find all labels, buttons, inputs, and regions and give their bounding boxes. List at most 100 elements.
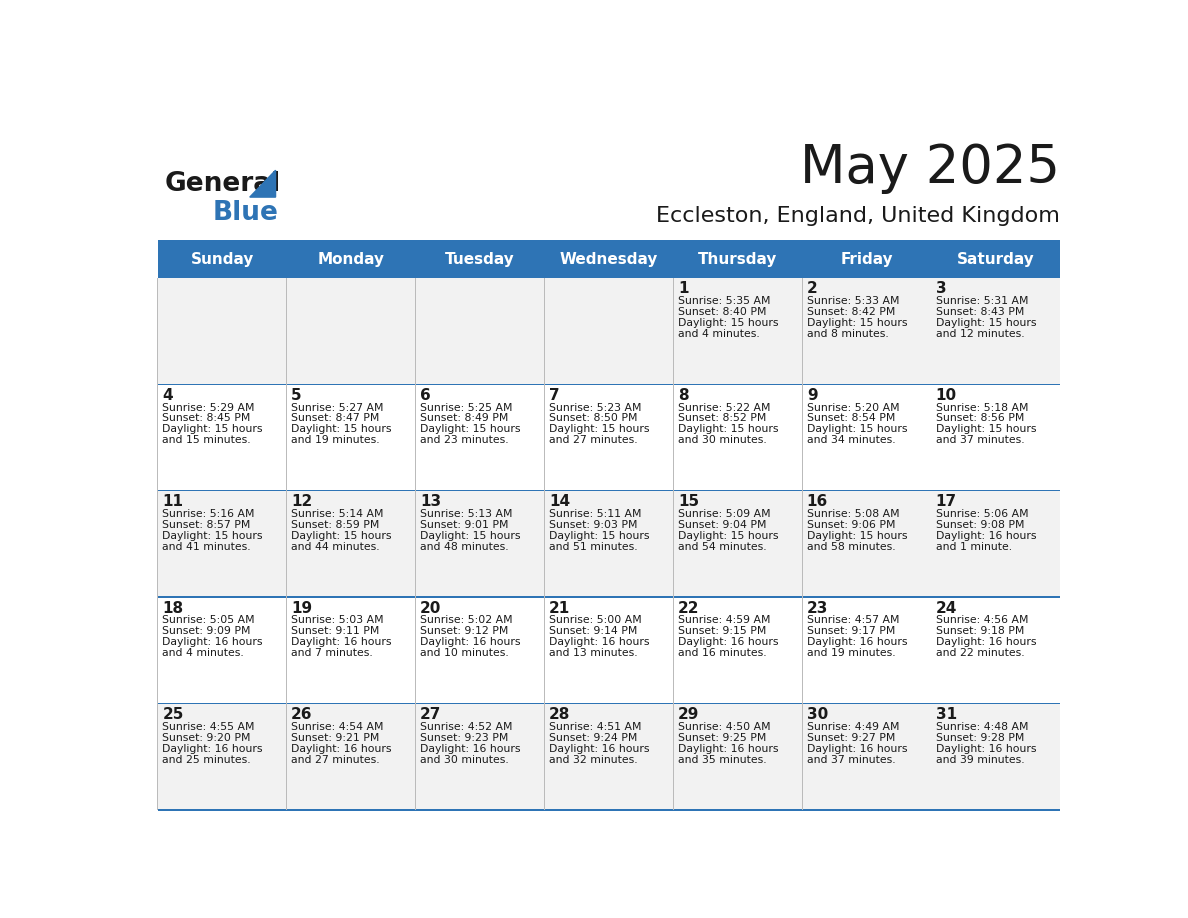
Bar	[416, 597, 544, 703]
Text: 18: 18	[163, 600, 183, 616]
Text: Daylight: 16 hours: Daylight: 16 hours	[291, 744, 392, 754]
Text: and 41 minutes.: and 41 minutes.	[163, 542, 251, 552]
Text: Saturday: Saturday	[956, 252, 1035, 267]
Text: Sunrise: 5:08 AM: Sunrise: 5:08 AM	[807, 509, 899, 519]
Text: and 37 minutes.: and 37 minutes.	[807, 755, 896, 765]
Text: Sunset: 8:59 PM: Sunset: 8:59 PM	[291, 520, 380, 530]
Text: 10: 10	[936, 387, 956, 403]
Text: Sunrise: 4:48 AM: Sunrise: 4:48 AM	[936, 722, 1028, 732]
Text: Daylight: 15 hours: Daylight: 15 hours	[678, 531, 778, 541]
Text: Sunset: 8:42 PM: Sunset: 8:42 PM	[807, 307, 896, 317]
Text: 14: 14	[549, 494, 570, 509]
Text: and 37 minutes.: and 37 minutes.	[936, 435, 1024, 445]
Text: 22: 22	[678, 600, 700, 616]
Text: Sunrise: 5:13 AM: Sunrise: 5:13 AM	[421, 509, 512, 519]
Bar	[416, 490, 544, 597]
Text: Sunset: 8:50 PM: Sunset: 8:50 PM	[549, 413, 638, 423]
Text: Daylight: 16 hours: Daylight: 16 hours	[421, 744, 520, 754]
Text: Tuesday: Tuesday	[446, 252, 514, 267]
Bar	[286, 277, 416, 384]
Text: Sunrise: 5:09 AM: Sunrise: 5:09 AM	[678, 509, 771, 519]
Text: Sunset: 8:56 PM: Sunset: 8:56 PM	[936, 413, 1024, 423]
Text: Daylight: 16 hours: Daylight: 16 hours	[421, 637, 520, 647]
Text: Sunrise: 5:18 AM: Sunrise: 5:18 AM	[936, 402, 1028, 412]
Text: Daylight: 15 hours: Daylight: 15 hours	[807, 531, 908, 541]
Text: Daylight: 15 hours: Daylight: 15 hours	[421, 424, 520, 434]
Text: 26: 26	[291, 707, 312, 722]
Text: Daylight: 15 hours: Daylight: 15 hours	[163, 424, 263, 434]
Text: 27: 27	[421, 707, 442, 722]
Text: Daylight: 15 hours: Daylight: 15 hours	[549, 424, 650, 434]
Text: Daylight: 15 hours: Daylight: 15 hours	[291, 424, 392, 434]
Text: Sunset: 9:24 PM: Sunset: 9:24 PM	[549, 733, 638, 743]
Bar	[158, 490, 286, 597]
Text: Sunrise: 5:05 AM: Sunrise: 5:05 AM	[163, 615, 255, 625]
Text: and 23 minutes.: and 23 minutes.	[421, 435, 508, 445]
Text: Sunset: 9:01 PM: Sunset: 9:01 PM	[421, 520, 508, 530]
Text: 9: 9	[807, 387, 817, 403]
Text: Sunrise: 4:49 AM: Sunrise: 4:49 AM	[807, 722, 899, 732]
Text: Sunset: 9:04 PM: Sunset: 9:04 PM	[678, 520, 766, 530]
Polygon shape	[249, 170, 276, 197]
Text: and 13 minutes.: and 13 minutes.	[549, 648, 638, 658]
Text: Sunrise: 5:31 AM: Sunrise: 5:31 AM	[936, 297, 1028, 306]
Text: Sunset: 9:17 PM: Sunset: 9:17 PM	[807, 626, 896, 636]
Text: and 25 minutes.: and 25 minutes.	[163, 755, 251, 765]
Text: 28: 28	[549, 707, 570, 722]
Text: Daylight: 16 hours: Daylight: 16 hours	[936, 531, 1036, 541]
Text: Daylight: 15 hours: Daylight: 15 hours	[807, 318, 908, 328]
Text: 15: 15	[678, 494, 699, 509]
Bar	[674, 490, 802, 597]
Text: Sunrise: 5:35 AM: Sunrise: 5:35 AM	[678, 297, 770, 306]
Text: Sunset: 8:52 PM: Sunset: 8:52 PM	[678, 413, 766, 423]
Bar	[158, 277, 1060, 278]
Text: and 7 minutes.: and 7 minutes.	[291, 648, 373, 658]
Bar	[544, 703, 674, 810]
Text: Daylight: 15 hours: Daylight: 15 hours	[421, 531, 520, 541]
Text: Sunset: 9:08 PM: Sunset: 9:08 PM	[936, 520, 1024, 530]
Bar	[931, 277, 1060, 384]
Text: Daylight: 16 hours: Daylight: 16 hours	[549, 637, 650, 647]
Text: and 30 minutes.: and 30 minutes.	[421, 755, 508, 765]
Text: Sunset: 8:54 PM: Sunset: 8:54 PM	[807, 413, 896, 423]
Bar	[674, 277, 802, 384]
Bar	[544, 277, 674, 384]
Text: Thursday: Thursday	[699, 252, 777, 267]
Text: Sunrise: 5:16 AM: Sunrise: 5:16 AM	[163, 509, 254, 519]
Bar	[802, 384, 931, 490]
Bar	[931, 241, 1060, 277]
Text: and 4 minutes.: and 4 minutes.	[678, 329, 759, 339]
Text: and 51 minutes.: and 51 minutes.	[549, 542, 638, 552]
Bar	[931, 703, 1060, 810]
Text: Daylight: 16 hours: Daylight: 16 hours	[291, 637, 392, 647]
Bar	[674, 241, 802, 277]
Text: 25: 25	[163, 707, 184, 722]
Text: Sunrise: 5:23 AM: Sunrise: 5:23 AM	[549, 402, 642, 412]
Bar	[802, 597, 931, 703]
Bar	[158, 490, 1060, 491]
Text: Monday: Monday	[317, 252, 385, 267]
Text: and 44 minutes.: and 44 minutes.	[291, 542, 380, 552]
Text: Sunset: 9:06 PM: Sunset: 9:06 PM	[807, 520, 896, 530]
Bar	[286, 597, 416, 703]
Text: 17: 17	[936, 494, 956, 509]
Text: 24: 24	[936, 600, 958, 616]
Bar	[802, 277, 931, 384]
Text: Daylight: 15 hours: Daylight: 15 hours	[549, 531, 650, 541]
Text: Sunset: 9:25 PM: Sunset: 9:25 PM	[678, 733, 766, 743]
Text: Sunset: 8:47 PM: Sunset: 8:47 PM	[291, 413, 380, 423]
Text: Daylight: 15 hours: Daylight: 15 hours	[678, 318, 778, 328]
Text: General: General	[165, 172, 282, 197]
Bar	[802, 241, 931, 277]
Bar	[158, 277, 286, 384]
Bar	[674, 384, 802, 490]
Text: and 32 minutes.: and 32 minutes.	[549, 755, 638, 765]
Text: Sunset: 8:40 PM: Sunset: 8:40 PM	[678, 307, 766, 317]
Bar	[286, 490, 416, 597]
Text: and 12 minutes.: and 12 minutes.	[936, 329, 1024, 339]
Text: Sunrise: 5:11 AM: Sunrise: 5:11 AM	[549, 509, 642, 519]
Bar	[931, 384, 1060, 490]
Text: Sunrise: 4:56 AM: Sunrise: 4:56 AM	[936, 615, 1028, 625]
Text: Sunset: 8:57 PM: Sunset: 8:57 PM	[163, 520, 251, 530]
Text: and 39 minutes.: and 39 minutes.	[936, 755, 1024, 765]
